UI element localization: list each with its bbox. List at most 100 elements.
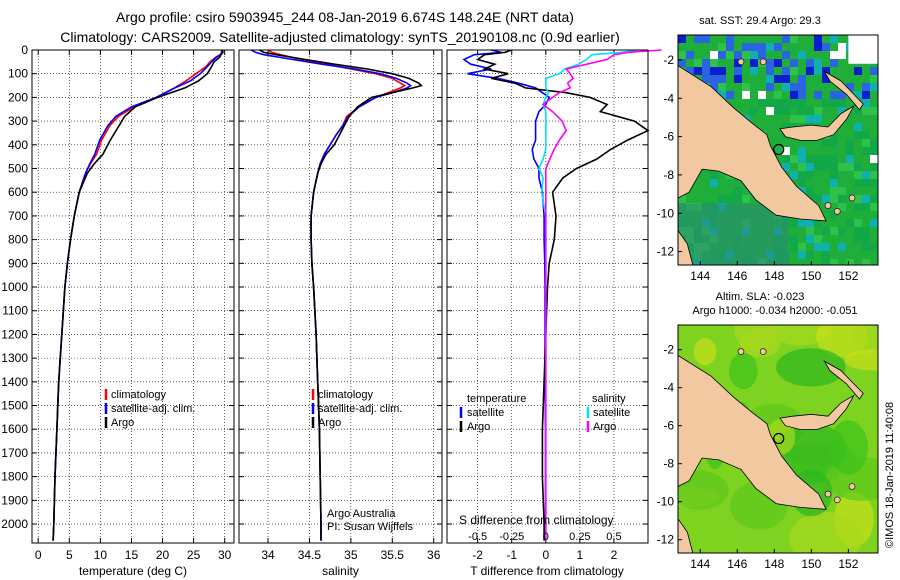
sla-blob [769,325,832,346]
sst-cell [782,147,790,155]
sst-cell [870,75,878,83]
series-line-temperature-satellite [462,49,551,541]
sst-cell [822,163,830,171]
sst-cell [806,171,814,179]
sst-cell [830,171,838,179]
map-frame [677,324,879,554]
figure-title-line2: Climatology: CARS2009. Satellite-adjuste… [60,29,620,45]
sst-cell [814,107,822,115]
new-britain-landmass [779,104,855,141]
sst-cell [702,75,710,83]
sst-cell [742,195,750,203]
sst-cell [774,91,782,99]
sst-cell [734,67,742,75]
sst-cell [870,203,878,211]
imos-timestamp-watermark: ©IMOS 18-Jan-2019 11:40:08 [884,402,896,548]
sst-cell [830,227,838,235]
sst-cell [806,219,814,227]
sst-cell [726,51,734,59]
sst-cell [806,235,814,243]
lat-tick-label: -2 [663,343,674,357]
sst-cell [838,91,846,99]
sst-cell [798,251,806,259]
sst-cell [870,147,878,155]
sst-cell [830,179,838,187]
sst-cell [870,139,878,147]
sst-cell [830,139,838,147]
depth-tick-label: 1900 [1,493,28,507]
sst-cell [734,195,742,203]
series-line-satellite-adj-clim- [251,49,412,541]
sst-cell [766,83,774,91]
depth-tick-label: 1400 [1,375,28,389]
legend-label: climatology [318,389,374,401]
sst-cell [806,107,814,115]
x-tick-label: 10 [94,548,108,562]
depth-tick-label: 1500 [1,399,28,413]
sst-cell [862,235,870,243]
sst-cell [710,75,718,83]
depth-tick-label: 1000 [1,280,28,294]
sst-cell [854,171,862,179]
sst-cell [782,67,790,75]
sst-cell [710,67,718,75]
sst-cell [862,227,870,235]
legend-label: Argo [593,421,616,433]
sst-cell [830,131,838,139]
sst-cell [862,179,870,187]
sst-cell [718,67,726,75]
sst-cell [854,219,862,227]
map-field [678,325,878,553]
x-axis-label: salinity [322,564,359,578]
sst-cell [838,227,846,235]
argo-float-marker [773,143,785,156]
sst-cell [774,99,782,107]
sst-cell [710,51,718,59]
sst-cell [742,83,750,91]
sst-cell [838,43,846,51]
sst-cell [822,99,830,107]
sst-cell [774,107,782,115]
sst-cell [766,59,774,67]
sst-cell [830,187,838,195]
depth-tick-label: 1100 [2,304,28,318]
lon-tick-label: 148 [764,557,784,571]
sst-cell [862,131,870,139]
sst-cell [774,75,782,83]
sst-cell [814,155,822,163]
sst-cell [806,251,814,259]
lon-tick-label: 146 [727,269,747,283]
legend-label: climatology [111,389,167,401]
sst-cell [774,59,782,67]
depth-tick-label: 1700 [1,446,28,460]
sst-cell [798,171,806,179]
depth-tick-label: 1600 [1,422,28,436]
x-axis-label: T difference from climatology [470,564,624,578]
legend-label: Argo [111,417,134,429]
plot-frame [238,49,443,544]
sst-cell [718,83,726,91]
sst-cell [798,179,806,187]
sst-cell [854,195,862,203]
sst-cell [854,131,862,139]
legend-label: satellite-adj. clim. [111,403,195,415]
sst-cell [870,179,878,187]
lat-tick-label: -10 [657,495,675,509]
sla-map: 144 146 148 150 152 -2 -4 -6 -8 -10 -12 [657,324,879,571]
sst-cell [806,155,814,163]
sst-cell [830,163,838,171]
island [833,208,841,215]
sst-cell [862,107,870,115]
sst-cell [678,51,686,59]
sst-cell [846,259,854,265]
cool-water-patch [678,203,788,265]
sst-cell [854,67,862,75]
sst-cell [782,155,790,163]
island [833,496,841,504]
sst-cell [854,227,862,235]
sst-cell [726,35,734,43]
sst-cell [870,243,878,251]
series-line-argo [259,49,423,541]
missing-data-patch [848,35,878,64]
sst-cell [758,99,766,107]
